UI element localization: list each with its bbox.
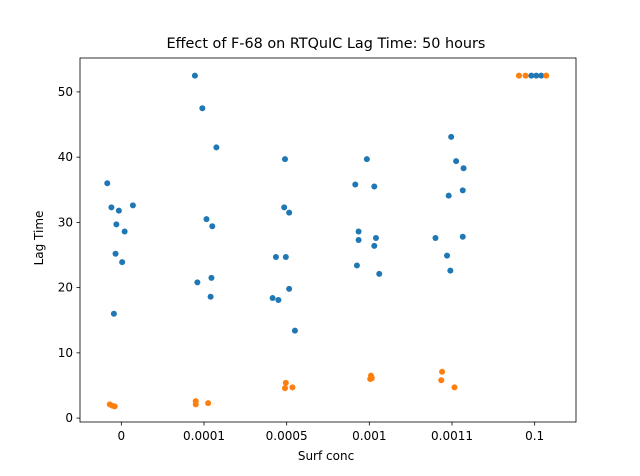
data-point-series-1-12: [439, 368, 446, 375]
x-axis-label: Surf conc: [298, 449, 354, 463]
data-point-series-0-14: [208, 274, 215, 281]
y-tick-label-0: 0: [65, 411, 73, 425]
data-point-series-0-3: [129, 202, 136, 209]
data-point-series-0-45: [533, 72, 540, 79]
data-point-series-1-15: [515, 72, 522, 79]
x-tick-label-5: 0.1: [525, 429, 544, 443]
data-point-series-1-16: [522, 72, 529, 79]
data-point-series-1-11: [367, 375, 374, 382]
data-point-series-0-17: [282, 156, 289, 163]
data-point-series-0-12: [203, 216, 210, 223]
data-point-series-0-43: [447, 267, 454, 274]
data-point-series-0-7: [119, 259, 126, 266]
data-point-series-0-4: [113, 221, 120, 228]
data-point-series-1-2: [109, 402, 116, 409]
data-point-series-1-8: [289, 384, 296, 391]
data-point-series-0-6: [112, 250, 119, 257]
data-point-series-1-7: [282, 385, 289, 392]
data-point-series-0-24: [275, 297, 282, 304]
data-point-series-0-19: [286, 209, 293, 216]
data-point-series-0-29: [355, 228, 362, 235]
y-tick-label-3: 30: [58, 215, 73, 229]
data-point-series-0-41: [459, 233, 466, 240]
data-point-series-1-17: [543, 72, 550, 79]
y-tick-label-2: 20: [58, 281, 73, 295]
data-point-series-0-10: [199, 105, 206, 112]
data-point-series-0-9: [191, 72, 198, 79]
axes-frame: [79, 57, 577, 423]
data-point-series-1-5: [205, 400, 212, 407]
y-tick-label-1: 10: [58, 346, 73, 360]
data-point-series-0-46: [538, 72, 545, 79]
data-point-series-0-5: [121, 228, 128, 235]
data-point-series-0-39: [445, 192, 452, 199]
data-point-series-0-40: [432, 235, 439, 242]
data-point-series-0-2: [115, 207, 122, 214]
data-point-series-1-4: [192, 398, 199, 405]
data-point-series-0-33: [353, 262, 360, 269]
data-point-series-0-38: [459, 187, 466, 194]
data-point-series-0-11: [213, 144, 220, 151]
y-axis-label: Lag Time: [32, 211, 46, 266]
data-point-series-0-18: [281, 204, 288, 211]
data-point-series-1-14: [451, 384, 458, 391]
data-point-series-0-1: [108, 204, 115, 211]
data-point-series-0-36: [453, 158, 460, 165]
x-tick-label-0: 0: [118, 429, 126, 443]
data-point-series-0-22: [286, 285, 293, 292]
data-point-series-0-31: [372, 235, 379, 242]
data-point-series-0-23: [269, 295, 276, 302]
data-point-series-0-13: [209, 223, 216, 230]
y-tick-label-5: 50: [58, 85, 73, 99]
data-point-series-0-42: [444, 252, 451, 259]
points-layer: [104, 72, 550, 410]
data-point-series-0-26: [363, 156, 370, 163]
data-point-series-0-37: [460, 165, 467, 172]
x-tick-label-1: 0.0001: [183, 429, 225, 443]
data-point-series-0-15: [194, 279, 201, 286]
data-point-series-0-35: [448, 133, 455, 140]
data-point-series-0-20: [272, 253, 279, 260]
x-tick-label-4: 0.0011: [431, 429, 473, 443]
axes-layer: 0 10 20 30 40 50 0 0.0001 0.0005 0.001 0.0011 0.1: [58, 57, 577, 443]
chart-title: Effect of F-68 on RTQuIC Lag Time: 50 ho…: [167, 36, 486, 52]
data-point-series-0-44: [528, 72, 535, 79]
data-point-series-0-16: [207, 293, 214, 300]
data-point-series-0-32: [371, 242, 378, 249]
y-tick-label-4: 40: [58, 150, 73, 164]
data-point-series-0-21: [282, 253, 289, 260]
data-point-series-0-34: [376, 270, 383, 277]
data-point-series-0-30: [355, 237, 362, 243]
x-tick-label-3: 0.001: [352, 429, 386, 443]
x-tick-label-2: 0.0005: [266, 429, 308, 443]
data-point-series-1-13: [438, 377, 445, 384]
data-point-series-1-6: [282, 379, 289, 386]
data-point-series-0-0: [104, 180, 111, 187]
data-point-series-0-28: [371, 183, 378, 190]
data-point-series-0-25: [291, 327, 298, 334]
data-point-series-0-8: [110, 310, 117, 317]
data-point-series-0-27: [352, 181, 359, 188]
